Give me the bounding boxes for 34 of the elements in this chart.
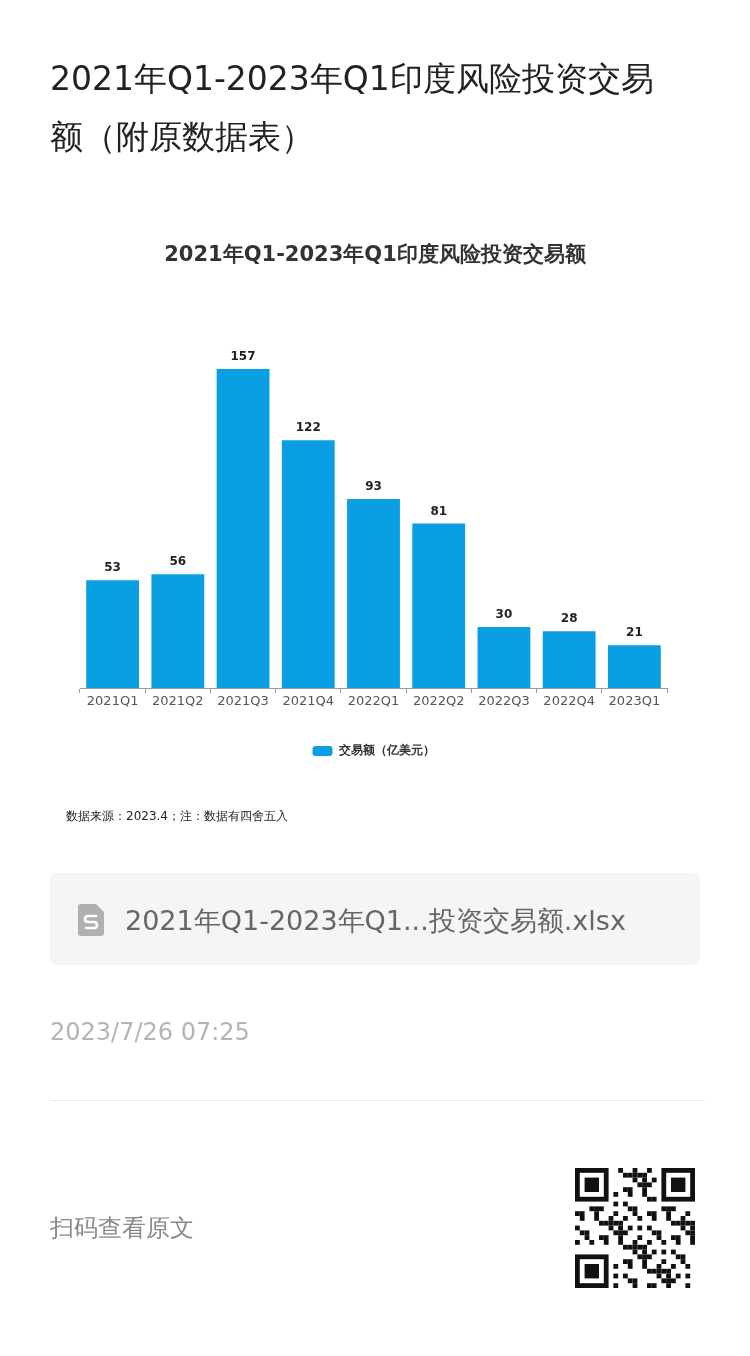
data-label: 93 xyxy=(365,479,382,494)
text: 2023/7/26 07:25 xyxy=(50,1017,250,1048)
bar xyxy=(412,523,466,688)
x-tick-label: 2021Q2 xyxy=(152,693,204,709)
data-label: 122 xyxy=(295,420,321,435)
bar xyxy=(281,440,335,688)
bar xyxy=(151,574,205,688)
chart-subtitle: 2021年Q1-2023年Q1印度风险投资交易额 xyxy=(163,241,587,268)
data-label: 81 xyxy=(430,503,448,518)
bar xyxy=(607,645,661,688)
bar xyxy=(216,369,270,688)
x-tick-label: 2021Q4 xyxy=(282,693,335,709)
x-tick-label: 2022Q4 xyxy=(543,693,595,709)
data-label: 53 xyxy=(104,560,121,575)
x-tick-label: 2021Q1 xyxy=(86,693,139,709)
data-label: 30 xyxy=(495,607,513,622)
bar xyxy=(86,580,140,688)
legend-label: 交易额（亿美元） xyxy=(337,743,435,758)
data-label: 56 xyxy=(169,554,187,569)
x-tick-label: 2023Q1 xyxy=(608,693,661,709)
bar xyxy=(542,631,596,688)
text: 扫码查看原文 xyxy=(50,1213,194,1244)
x-tick-label: 2022Q2 xyxy=(412,693,465,709)
text: 2021年Q1-2023年Q1...投资交易额.xlsx xyxy=(125,904,626,938)
bar xyxy=(477,627,531,688)
data-label: 21 xyxy=(626,625,643,640)
source-note: 数据来源：2023.4；注：数据有四舍五入 xyxy=(66,808,288,825)
data-label: 157 xyxy=(230,349,256,364)
x-tick-label: 2022Q1 xyxy=(347,693,400,709)
x-tick-label: 2021Q3 xyxy=(217,693,269,709)
data-label: 28 xyxy=(560,611,578,626)
bar xyxy=(347,499,400,688)
chart-title: 2021年Q1-2023年Q1印度风险投资交易额（附原数据表） xyxy=(50,58,655,158)
x-tick-label: 2022Q3 xyxy=(478,693,530,709)
